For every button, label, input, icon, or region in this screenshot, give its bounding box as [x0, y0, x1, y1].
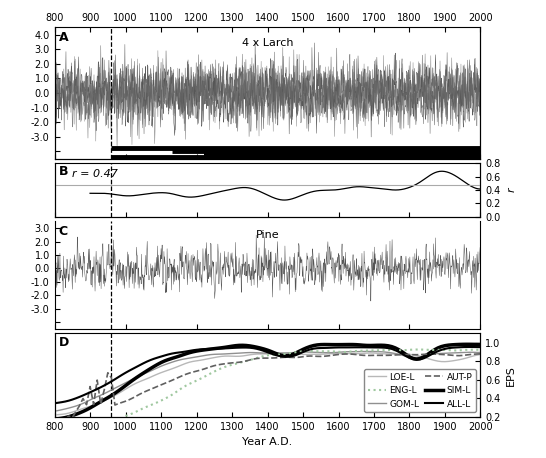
AUT-P	[449, 353, 455, 358]
ALL-L	[317, 345, 324, 351]
Line: ENG-L: ENG-L	[126, 349, 480, 416]
LOE-L	[151, 373, 157, 378]
Text: 4 x Larch: 4 x Larch	[242, 38, 293, 48]
LOE-L	[317, 352, 324, 357]
Text: C: C	[59, 225, 68, 238]
LOE-L	[452, 358, 459, 363]
LOE-L	[232, 354, 239, 359]
Line: SIM-L: SIM-L	[55, 344, 480, 419]
AUT-P	[339, 351, 345, 357]
Text: Pine: Pine	[256, 230, 280, 240]
Y-axis label: EPS: EPS	[506, 365, 517, 386]
AUT-P	[477, 351, 484, 357]
GOM-L	[317, 350, 324, 355]
LOE-L	[367, 350, 373, 356]
SIM-L	[477, 342, 484, 347]
Text: A: A	[59, 32, 68, 44]
Text: B: B	[59, 165, 68, 178]
LOE-L	[51, 412, 58, 418]
ALL-L	[51, 400, 58, 406]
GOM-L	[94, 394, 100, 399]
AUT-P	[94, 377, 100, 383]
Line: ALL-L: ALL-L	[55, 347, 480, 403]
ENG-L	[232, 361, 239, 366]
AUT-P	[151, 385, 157, 391]
Text: D: D	[59, 336, 69, 349]
ALL-L	[151, 356, 157, 361]
LOE-L	[94, 401, 100, 407]
ALL-L	[339, 345, 345, 350]
Line: LOE-L: LOE-L	[55, 353, 480, 415]
ENG-L	[339, 349, 345, 355]
LOE-L	[339, 351, 345, 356]
ENG-L	[151, 401, 157, 407]
GOM-L	[477, 350, 484, 355]
GOM-L	[151, 367, 157, 372]
ALL-L	[477, 344, 484, 350]
GOM-L	[51, 409, 58, 414]
SIM-L	[317, 342, 324, 347]
Line: AUT-P: AUT-P	[55, 354, 480, 443]
X-axis label: Year A.D.: Year A.D.	[242, 437, 293, 447]
SIM-L	[51, 416, 58, 422]
ALL-L	[449, 345, 455, 350]
ENG-L	[317, 349, 324, 354]
ALL-L	[94, 386, 100, 392]
Y-axis label: r: r	[506, 188, 517, 192]
SIM-L	[151, 364, 157, 369]
SIM-L	[232, 343, 239, 349]
GOM-L	[339, 349, 345, 355]
SIM-L	[463, 342, 470, 347]
ALL-L	[466, 344, 473, 350]
GOM-L	[232, 350, 239, 356]
Line: GOM-L: GOM-L	[55, 351, 480, 411]
LOE-L	[477, 352, 484, 357]
ALL-L	[232, 345, 239, 350]
SIM-L	[94, 401, 100, 407]
GOM-L	[452, 350, 459, 355]
AUT-P	[317, 354, 324, 359]
AUT-P	[232, 360, 239, 365]
GOM-L	[364, 349, 370, 354]
ENG-L	[477, 347, 484, 353]
SIM-L	[339, 342, 345, 347]
ENG-L	[449, 348, 455, 353]
Legend: LOE-L, ENG-L, GOM-L, AUT-P, SIM-L, ALL-L: LOE-L, ENG-L, GOM-L, AUT-P, SIM-L, ALL-L	[364, 369, 476, 412]
Text: r = 0.47: r = 0.47	[72, 169, 117, 179]
AUT-P	[51, 440, 58, 446]
SIM-L	[449, 342, 455, 348]
